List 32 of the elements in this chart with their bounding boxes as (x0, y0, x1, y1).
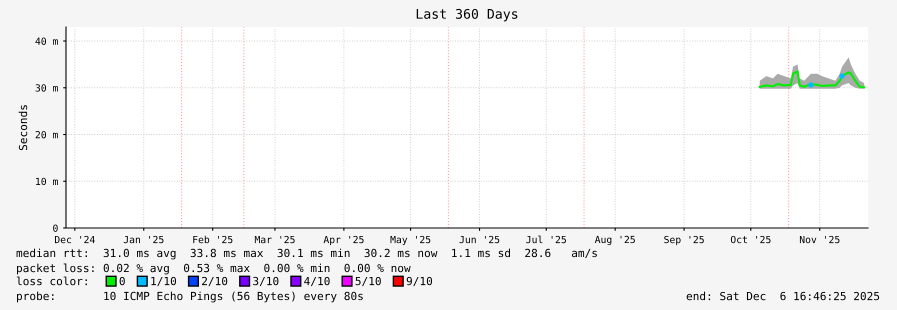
text: packet loss: 0.02 % avg 0.53 % max 0.00 % min 0.00 % now (17, 264, 411, 274)
x-tick-label: Dec '24 (54, 236, 95, 244)
legend-label: 9/10 (406, 276, 432, 286)
y-tick-label: 30 m (36, 84, 58, 92)
y-tick-label: 0 (53, 224, 58, 232)
legend-label: 3/10 (253, 276, 278, 286)
x-tick-label: Apr '25 (324, 236, 364, 246)
x-tick-label: Mar '25 (254, 236, 295, 244)
legend-label: 5/10 (356, 276, 381, 286)
text: median rtt: 31.0 ms avg 33.8 ms max 30.1 ms min 30.2 ms now 1.1 ms sd 28.6 am/s (16, 248, 597, 260)
legend-title: loss color: (16, 276, 87, 286)
x-tick-label: Jul '25 (526, 236, 566, 244)
legend-label: 2/10 (202, 276, 228, 286)
legend-label: 1/10 (151, 276, 176, 286)
y-tick-label: 20 m (36, 131, 58, 138)
x-tick-label: Sep '25 (664, 236, 704, 246)
x-tick-label: Jan '25 (124, 236, 164, 244)
x-tick-label: Feb '25 (193, 236, 232, 244)
x-tick-label: Jun '25 (460, 236, 500, 244)
x-tick-label: Aug '25 (594, 236, 635, 246)
x-tick-label: Nov '25 (800, 236, 840, 244)
x-tick-label: Oct '25 (730, 236, 771, 244)
legend-label: 4/10 (304, 276, 330, 286)
text: probe: 10 ICMP Echo Pings (56 Bytes) every 80s (17, 292, 363, 302)
y-tick-label: 40 m (35, 38, 58, 45)
text: end: Sat Dec 6 16:46:25 2025 (686, 292, 880, 300)
legend-label: 0 (120, 276, 125, 286)
x-tick-label: May '25 (390, 236, 430, 246)
y-tick-label: 10 m (36, 178, 58, 186)
chart-title: Last 360 Days (416, 8, 518, 22)
y-axis-title: Seconds (18, 105, 28, 150)
line-series (758, 70, 866, 88)
